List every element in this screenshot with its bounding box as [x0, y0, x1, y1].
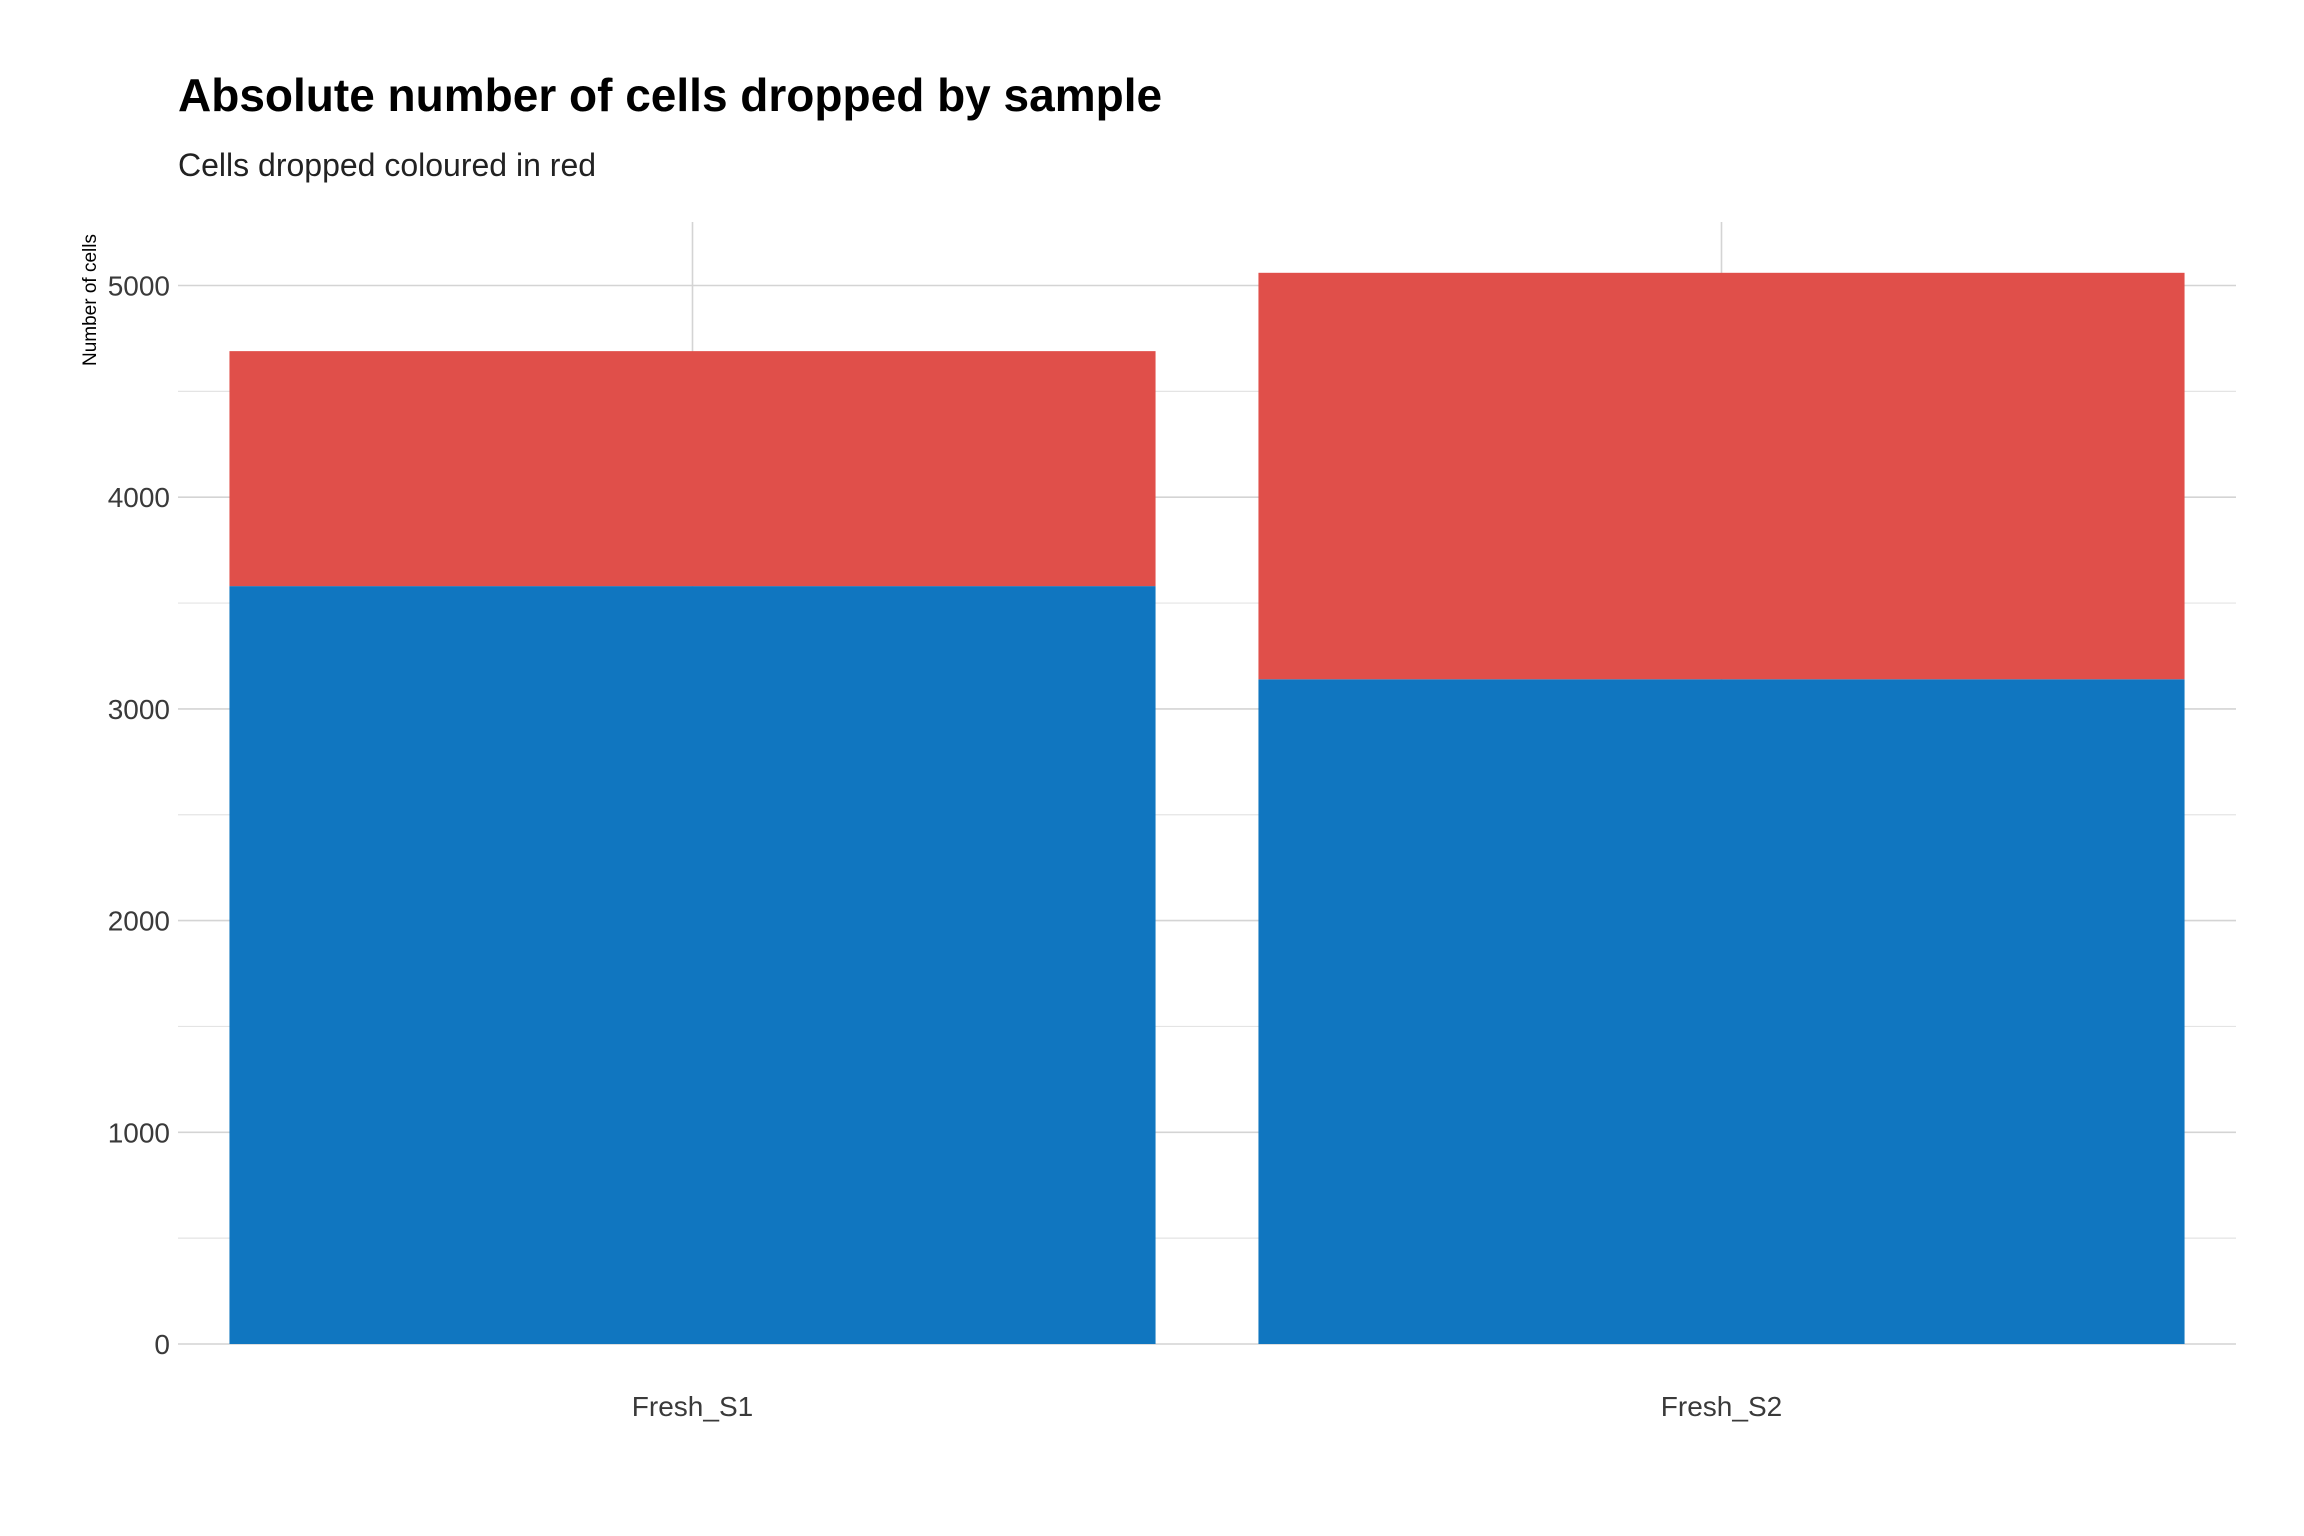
bar-segment-fresh-s1-series-1 — [229, 586, 1156, 1344]
y-tick-label: 4000 — [108, 482, 170, 513]
y-tick-label: 5000 — [108, 271, 170, 302]
bar-segment-fresh-s2-series-1 — [1258, 679, 2185, 1344]
y-tick-label: 3000 — [108, 694, 170, 725]
tick-labels: 0 1000 2000 3000 4000 5000 Fresh_S1 Fresh_S2 — [108, 271, 1783, 1422]
x-tick-label: Fresh_S2 — [1661, 1391, 1782, 1422]
y-tick-label: 2000 — [108, 906, 170, 937]
chart-subtitle: Cells dropped coloured in red — [178, 147, 596, 183]
y-axis-title: Number of cells — [80, 234, 101, 366]
bars — [229, 272, 2185, 1344]
x-tick-label: Fresh_S1 — [632, 1391, 753, 1422]
chart-title: Absolute number of cells dropped by samp… — [178, 69, 1162, 121]
y-tick-label: 0 — [154, 1329, 170, 1360]
bar-segment-fresh-s2-series-2 — [1258, 272, 2185, 680]
y-tick-label: 1000 — [108, 1117, 170, 1148]
bar-segment-fresh-s1-series-2 — [229, 351, 1156, 587]
